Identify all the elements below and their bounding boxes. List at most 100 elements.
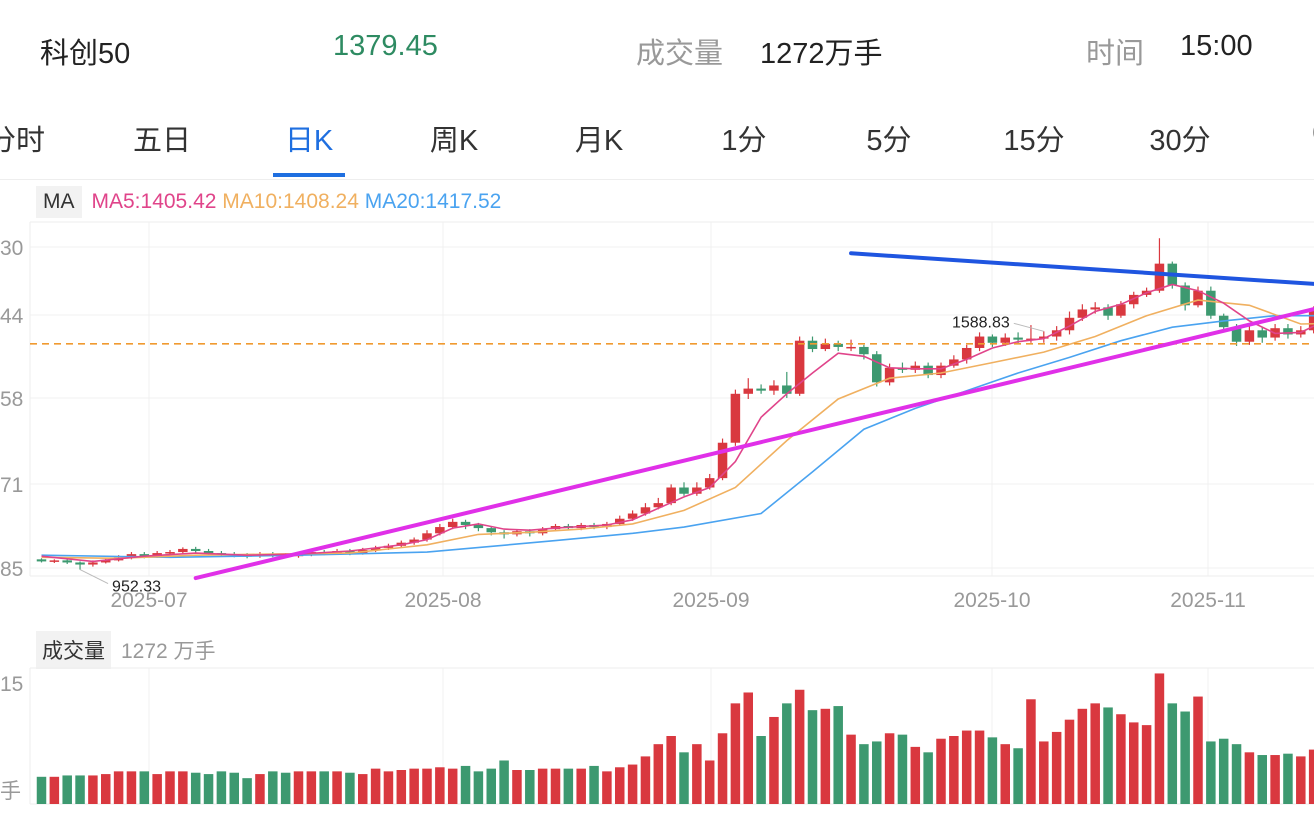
volume-bar	[756, 736, 766, 804]
volume-bar	[640, 756, 651, 804]
volume-bar	[769, 716, 779, 804]
candle-body	[1206, 290, 1216, 316]
candle-body	[1193, 290, 1203, 306]
candle-body	[409, 539, 419, 543]
volume-bar	[396, 770, 407, 804]
y-tick-label: 58	[0, 388, 23, 411]
candle-body	[1257, 330, 1267, 338]
volume-indicator-button[interactable]: 成交量	[36, 631, 111, 669]
high-annotation: 1588.83	[952, 314, 1010, 331]
y-tick-label: 85	[0, 558, 23, 581]
volume-bar	[190, 772, 201, 804]
candle-body	[178, 548, 188, 553]
tab-five-day[interactable]: 五日	[132, 125, 192, 157]
volume-axis-unit: 手	[0, 780, 21, 803]
candle-body	[49, 560, 60, 562]
candle-body	[203, 551, 214, 554]
active-tab-underline	[273, 173, 345, 177]
volume-bar	[730, 703, 741, 804]
candle-body	[1013, 337, 1023, 340]
tab-5min[interactable]: 5分	[866, 125, 912, 157]
volume-bar	[833, 706, 843, 804]
support-trend-line	[193, 307, 1314, 581]
volume-bar	[409, 768, 419, 804]
ma-indicator-button[interactable]: MA	[36, 186, 82, 218]
volume-bar	[1180, 711, 1190, 804]
volume-bar	[1193, 696, 1203, 804]
candle-body	[1051, 330, 1062, 337]
volume-bar	[1206, 741, 1216, 804]
tab-week-k[interactable]: 周K	[429, 125, 479, 157]
candle-body	[794, 340, 805, 394]
candle-body	[640, 507, 651, 514]
volume-bar	[782, 703, 792, 804]
candle-body	[949, 359, 959, 366]
volume-bar	[332, 771, 342, 804]
volume-bar	[255, 774, 265, 804]
tab-day-k[interactable]: 日K	[284, 125, 334, 157]
volume-bars	[36, 673, 1314, 804]
x-tick-label: 2025-09	[672, 589, 749, 612]
candle-body	[833, 343, 843, 347]
volume-bar	[1296, 756, 1306, 804]
low-annotation: 952.33	[112, 579, 161, 596]
volume-bar	[1116, 714, 1126, 804]
candle-body	[139, 554, 150, 557]
candle-body	[1154, 263, 1165, 291]
ma10-line	[41, 299, 1314, 560]
candle-body	[936, 365, 946, 376]
volume-bar	[923, 752, 933, 804]
candle-body	[190, 548, 201, 552]
volume-panel-value: 1272 万手	[121, 640, 216, 663]
ma10-value: MA10:1408.24	[222, 190, 359, 213]
candle-body	[1180, 285, 1190, 306]
candle-body	[1129, 294, 1139, 305]
volume-bar	[961, 730, 972, 804]
volume-bar	[1013, 748, 1023, 804]
volume-bar	[936, 738, 946, 804]
volume-bar	[345, 772, 355, 804]
volume-bar	[692, 744, 702, 804]
candle-body	[75, 562, 85, 565]
volume-bar	[216, 771, 227, 804]
candlesticks	[36, 238, 1314, 570]
volume-value: 1272万手	[760, 38, 883, 70]
candle-body	[692, 487, 702, 494]
volume-bar	[178, 771, 188, 804]
candle-body	[627, 513, 638, 519]
volume-bar	[859, 744, 869, 804]
volume-bar	[537, 768, 548, 804]
candle-body	[1231, 327, 1242, 342]
tab-1min[interactable]: 1分	[721, 125, 767, 157]
volume-bar	[615, 767, 625, 804]
candle-body	[1077, 309, 1088, 318]
volume-bar	[319, 771, 329, 804]
x-tick-label: 2025-11	[1170, 589, 1246, 612]
volume-bar	[602, 771, 612, 804]
x-tick-label: 2025-08	[404, 589, 481, 612]
candle-body	[807, 340, 818, 350]
volume-bar	[1064, 719, 1075, 804]
volume-bar	[512, 770, 522, 804]
resistance-trend-line	[849, 251, 1314, 286]
ma20-line	[41, 314, 1314, 559]
volume-bar	[139, 771, 150, 804]
candle-body	[1090, 307, 1100, 310]
candle-body	[974, 336, 985, 348]
tab-month-k[interactable]: 月K	[574, 125, 624, 157]
volume-bar	[1218, 738, 1229, 804]
tab-fenshi[interactable]: 分时	[0, 125, 46, 157]
ma-legend: MA MA5:1405.42 MA10:1408.24 MA20:1417.52	[36, 186, 501, 218]
volume-bar	[486, 768, 496, 804]
tab-60min[interactable]: 60	[1312, 117, 1314, 150]
volume-bar	[1141, 725, 1152, 804]
volume-bar	[1154, 673, 1165, 804]
tab-30min[interactable]: 30分	[1149, 125, 1211, 157]
candle-body	[910, 365, 921, 370]
quote-header: 科创50 1379.45 成交量 1272万手 时间 15:00	[0, 0, 1314, 100]
y-tick-label: 71	[0, 474, 23, 497]
volume-bar	[435, 767, 445, 804]
volume-bar	[974, 730, 985, 804]
tab-15min[interactable]: 15分	[1003, 125, 1065, 157]
